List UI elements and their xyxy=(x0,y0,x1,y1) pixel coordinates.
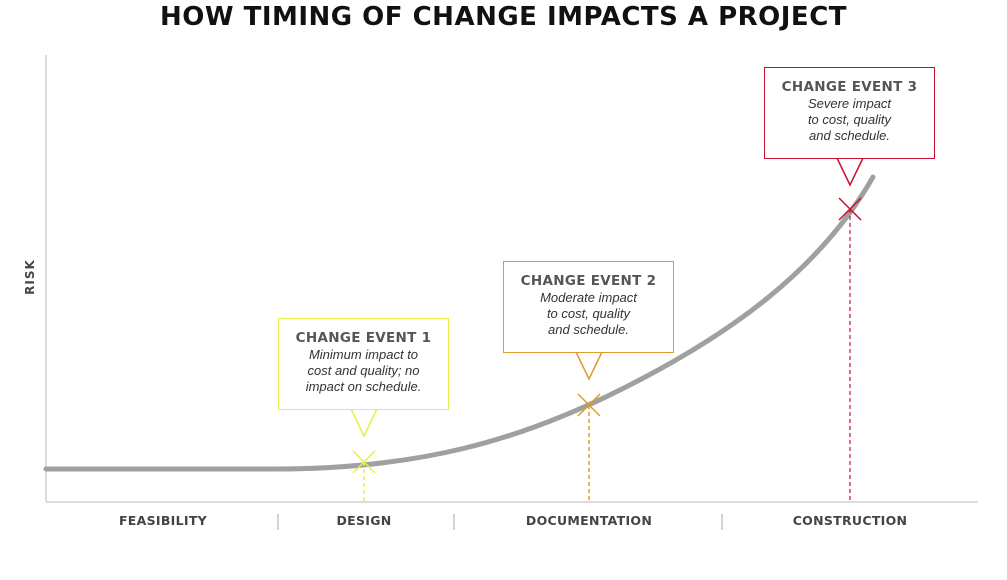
event-3-callout: CHANGE EVENT 3 Severe impact to cost, qu… xyxy=(764,67,935,159)
event-2-line-2: to cost, quality xyxy=(546,306,631,321)
event-1-line-3: impact on schedule. xyxy=(305,379,422,394)
page-title: HOW TIMING OF CHANGE IMPACTS A PROJECT xyxy=(159,2,848,32)
event-1-marker xyxy=(352,450,376,474)
event-1-callout: CHANGE EVENT 1 Minimum impact to cost an… xyxy=(278,318,449,410)
event-2-line-1: Moderate impact xyxy=(540,290,637,305)
y-axis-label: RISK xyxy=(23,259,37,295)
phase-documentation: DOCUMENTATION xyxy=(525,513,653,528)
event-3-title: CHANGE EVENT 3 xyxy=(781,79,918,95)
event-3-line-2: to cost, quality xyxy=(807,112,892,127)
event-2-callout: CHANGE EVENT 2 Moderate impact to cost, … xyxy=(503,261,674,353)
event-2-marker xyxy=(577,393,601,417)
phase-construction: CONSTRUCTION xyxy=(792,513,908,528)
event-2-title: CHANGE EVENT 2 xyxy=(520,273,657,289)
phase-feasibility: FEASIBILITY xyxy=(118,513,208,528)
event-3-marker xyxy=(838,197,862,221)
event-3-line-1: Severe impact xyxy=(807,96,892,111)
event-2-line-3: and schedule. xyxy=(548,322,629,337)
event-1-pointer xyxy=(350,408,378,438)
risk-curve xyxy=(43,174,876,472)
event-1-title: CHANGE EVENT 1 xyxy=(295,330,432,346)
event-3-line-3: and schedule. xyxy=(809,128,890,143)
event-1-line-2: cost and quality; no xyxy=(307,363,420,378)
event-2-pointer xyxy=(575,351,603,381)
event-3-pointer xyxy=(836,157,864,187)
event-1-line-1: Minimum impact to xyxy=(308,347,419,362)
phase-design: DESIGN xyxy=(336,513,392,528)
